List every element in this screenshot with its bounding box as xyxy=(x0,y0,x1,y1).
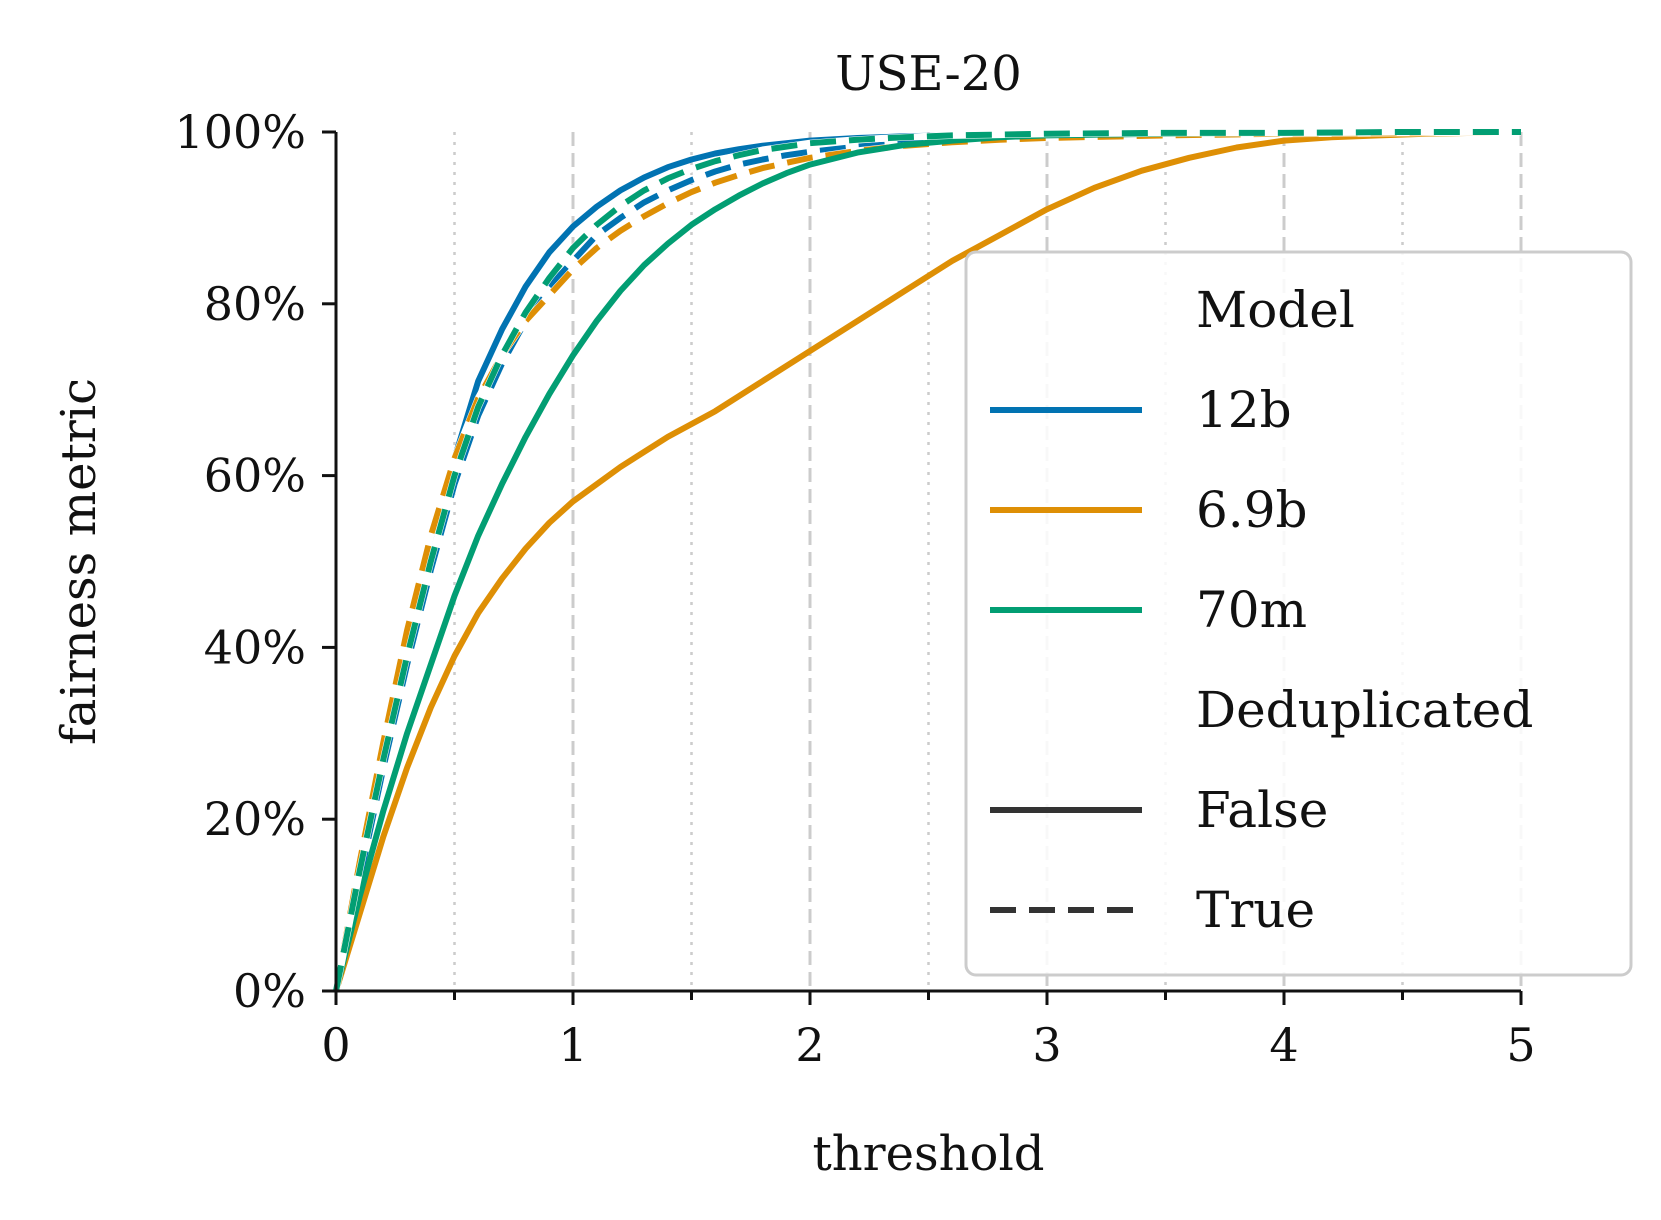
y-tick-label: 40% xyxy=(204,620,306,674)
chart-title: USE-20 xyxy=(835,46,1022,102)
x-axis-label: threshold xyxy=(812,1126,1044,1182)
y-tick-label: 80% xyxy=(204,277,306,331)
legend-entry-label: False xyxy=(1196,781,1328,839)
y-tick-label: 20% xyxy=(204,792,306,846)
x-tick-label: 4 xyxy=(1269,1018,1298,1072)
axes: 0 1 2 3 4 5 0% 20% 40% 60% 80% 100% xyxy=(174,105,1535,1072)
x-tick-label: 2 xyxy=(795,1018,824,1072)
series-layer xyxy=(332,128,1522,992)
series-line-6.9b-dedup-true xyxy=(333,129,1522,992)
legend-section-title: Model xyxy=(1196,281,1355,339)
legend-entry-label: 6.9b xyxy=(1196,481,1308,539)
x-tick-label: 5 xyxy=(1506,1018,1535,1072)
y-tick-label: 100% xyxy=(174,105,306,159)
legend-entry-label: True xyxy=(1196,881,1315,939)
series-line-12b-dedup-true xyxy=(333,129,1522,992)
legend-entry-label: 70m xyxy=(1196,581,1307,639)
legend-section-title: Deduplicated xyxy=(1196,681,1533,739)
series-line-70m-dedup-true xyxy=(333,129,1521,992)
legend-frame xyxy=(964,250,1633,977)
y-axis-label: fairness metric xyxy=(51,378,107,745)
x-tick-label: 1 xyxy=(558,1018,587,1072)
legend-entry-label: 12b xyxy=(1196,381,1292,439)
x-tick-label: 0 xyxy=(321,1018,350,1072)
series-line-6.9b-dedup-false xyxy=(333,129,1522,992)
y-tick-label: 0% xyxy=(233,964,306,1018)
legend: Model 12b 6.9b 70m Deduplicated False True xyxy=(964,250,1633,977)
y-tick-label: 60% xyxy=(204,449,306,503)
x-tick-label: 3 xyxy=(1032,1018,1061,1072)
